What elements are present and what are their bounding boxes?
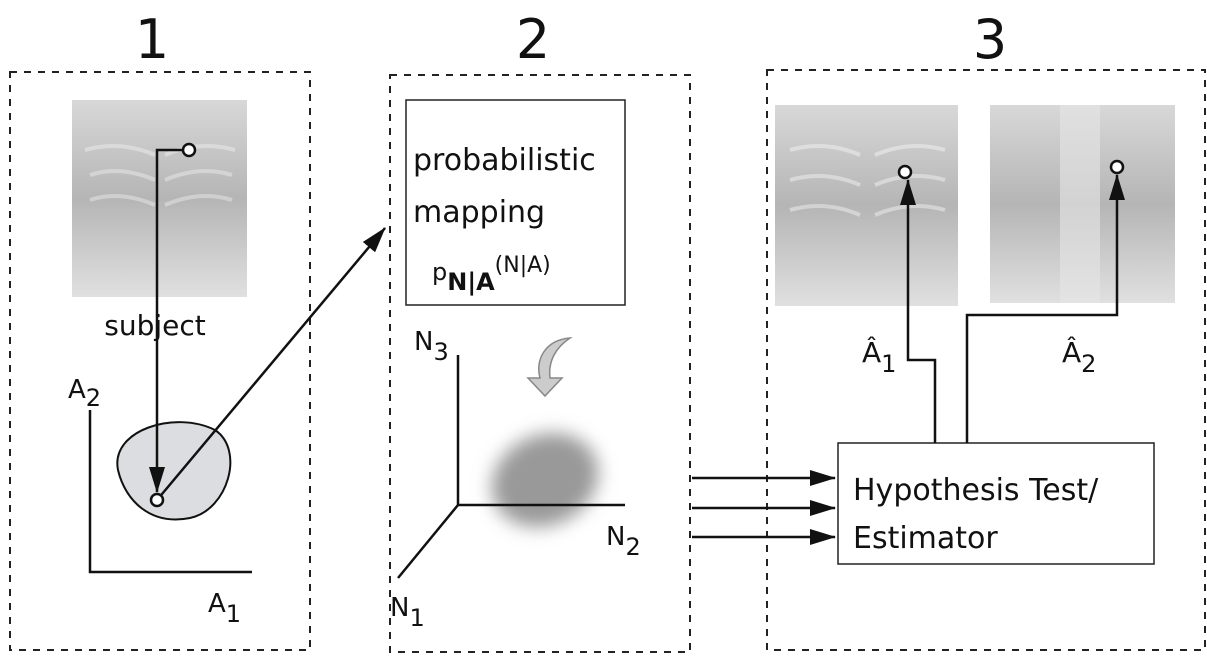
xray-spine bbox=[1060, 105, 1100, 303]
estimate-sub: 1 bbox=[881, 350, 896, 378]
blob bbox=[476, 416, 614, 544]
axis-sub: 3 bbox=[433, 338, 448, 366]
axis-label: N1 bbox=[390, 593, 425, 632]
axis-sub: 1 bbox=[226, 600, 241, 628]
diagram: 1 2 3 subject A2 A1 probabilistic mappin… bbox=[0, 0, 1207, 658]
panel-number: 3 bbox=[973, 8, 1007, 71]
estimator-text: Estimator bbox=[853, 521, 998, 556]
axis-base: N bbox=[606, 522, 625, 552]
axis-base: N bbox=[390, 593, 409, 623]
subject-label: subject bbox=[104, 309, 206, 342]
axis-label: A1 bbox=[208, 589, 241, 628]
axis-base: A bbox=[68, 375, 86, 405]
panel-number: 1 bbox=[135, 8, 169, 71]
formula-sup: (N|A) bbox=[495, 253, 551, 278]
axes bbox=[398, 505, 458, 578]
mapping-text: mapping bbox=[413, 195, 545, 230]
axis-label: N3 bbox=[414, 327, 449, 366]
formula-sub: N|A bbox=[447, 268, 495, 296]
estimate-sub: 2 bbox=[1081, 350, 1096, 378]
estimate-label: Â2 bbox=[1062, 335, 1096, 378]
estimator-text: Hypothesis Test/ bbox=[853, 473, 1099, 508]
axis-base: N bbox=[414, 327, 433, 357]
curved-arrow bbox=[528, 338, 570, 396]
axis-base: A bbox=[208, 589, 226, 619]
axis-sub: 1 bbox=[409, 604, 424, 632]
axis-label: N2 bbox=[606, 522, 641, 561]
point bbox=[1111, 161, 1123, 173]
estimate-label: Â1 bbox=[862, 335, 896, 378]
region bbox=[117, 422, 230, 519]
formula-base: p bbox=[432, 258, 447, 286]
axis-sub: 2 bbox=[625, 533, 640, 561]
estimate-base: Â bbox=[1062, 335, 1081, 369]
estimate-base: Â bbox=[862, 335, 881, 369]
axis-sub: 2 bbox=[86, 384, 101, 412]
point bbox=[899, 166, 911, 178]
point bbox=[151, 494, 163, 506]
page: 1 2 3 subject A2 A1 probabilistic mappin… bbox=[0, 0, 1207, 658]
axis-label: A2 bbox=[68, 375, 101, 412]
point bbox=[183, 144, 195, 156]
panel-number: 2 bbox=[516, 8, 550, 71]
mapping-text: probabilistic bbox=[413, 143, 596, 178]
